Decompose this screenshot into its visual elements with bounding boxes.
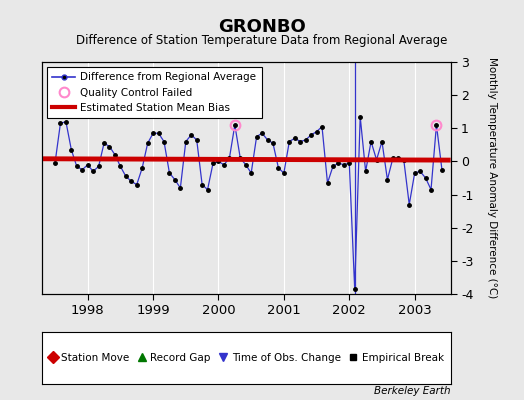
Legend: Station Move, Record Gap, Time of Obs. Change, Empirical Break: Station Move, Record Gap, Time of Obs. C… <box>46 350 447 366</box>
Text: Berkeley Earth: Berkeley Earth <box>374 386 451 396</box>
Text: GRONBO: GRONBO <box>218 18 306 36</box>
Text: Difference of Station Temperature Data from Regional Average: Difference of Station Temperature Data f… <box>77 34 447 47</box>
Legend: Difference from Regional Average, Quality Control Failed, Estimated Station Mean: Difference from Regional Average, Qualit… <box>47 67 261 118</box>
Y-axis label: Monthly Temperature Anomaly Difference (°C): Monthly Temperature Anomaly Difference (… <box>487 57 497 299</box>
